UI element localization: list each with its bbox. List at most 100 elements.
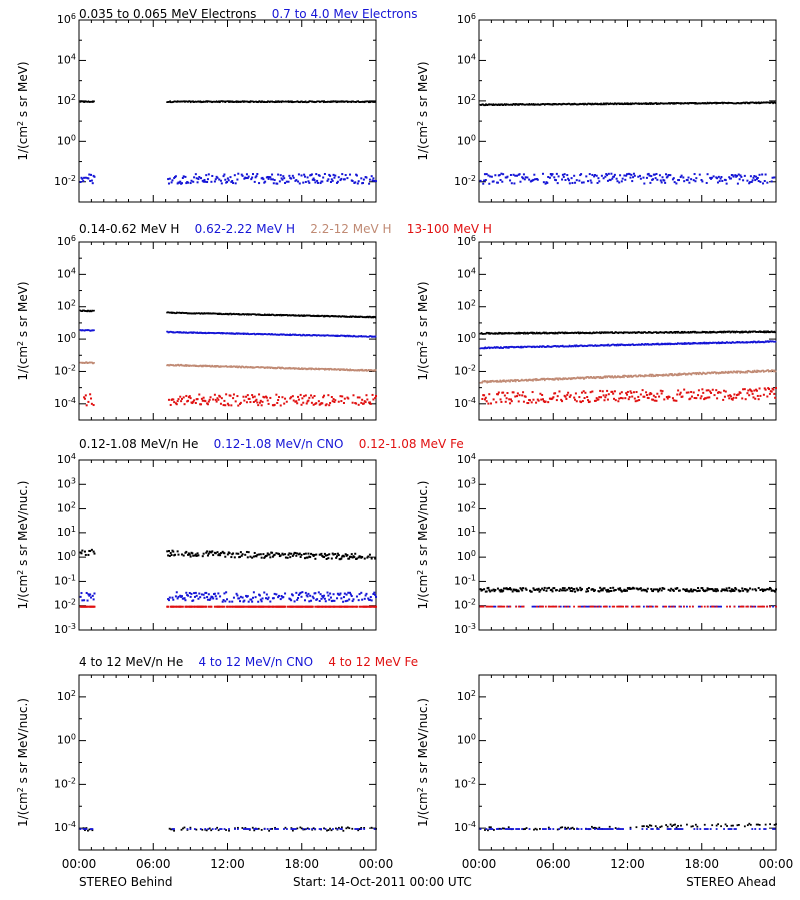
data-point [643,375,646,378]
data-point [279,404,282,407]
data-point [667,374,670,377]
data-point [300,553,303,556]
data-point [190,592,193,595]
data-point [266,399,269,402]
data-point [775,387,778,390]
data-point [722,330,724,333]
data-point [289,333,291,336]
data-point [521,176,524,179]
data-point [518,331,521,334]
data-point [223,173,226,176]
data-point [258,182,261,185]
data-point [240,366,243,369]
data-point [174,553,177,556]
data-point [192,100,194,102]
data-point [647,397,650,400]
data-point [483,179,486,182]
data-point [659,103,661,105]
data-point [686,373,689,376]
data-point [269,176,272,179]
data-point [648,393,651,396]
data-point [211,595,214,598]
data-point [279,598,282,601]
data-point [677,330,680,333]
data-point [582,102,584,105]
data-point [517,103,519,105]
data-point [332,398,335,401]
data-point [330,367,332,370]
data-point [290,552,293,555]
data-point [535,379,537,382]
data-point [514,395,517,398]
data-point [172,550,175,553]
data-point [610,376,612,379]
data-point [225,365,228,367]
data-point [492,103,495,105]
data-point [659,389,662,392]
data-point [494,174,497,177]
data-point [678,393,681,396]
data-point [545,331,547,334]
data-point [488,182,491,185]
data-point [312,597,315,600]
data-point [618,102,620,105]
data-point [298,552,301,555]
data-point [225,393,228,396]
data-point [331,552,334,555]
data-point [367,100,369,103]
data-point [637,395,640,398]
y-tick-label: 106 [457,12,476,27]
data-point [324,554,327,557]
data-point [589,377,591,379]
data-point [295,179,298,182]
data-point [192,180,195,183]
data-point [361,555,364,558]
data-point [277,596,280,599]
data-point [193,176,196,179]
data-point [243,399,246,402]
data-point [582,390,585,393]
data-point [683,180,686,183]
data-point [483,380,485,383]
data-point [502,173,505,176]
data-point [228,552,231,555]
data-point [491,104,494,107]
data-point [202,180,205,183]
data-point [189,100,191,103]
data-point [762,393,765,396]
data-point [772,388,775,391]
data-point [590,181,593,184]
data-point [651,344,653,346]
data-point [660,342,663,345]
data-point [365,368,368,371]
data-point [206,178,209,181]
data-point [745,370,748,373]
data-point [185,365,188,367]
data-point [326,554,329,557]
data-point [368,553,371,556]
data-point [296,552,299,555]
data-point [540,398,543,401]
y-tick-label: 102 [457,92,476,107]
data-point [274,101,277,103]
data-point [600,332,602,335]
data-point [329,401,332,404]
data-point [302,181,305,184]
data-point [645,391,648,394]
data-point [177,398,180,401]
data-point [224,101,227,103]
data-point [588,173,591,176]
data-point [650,375,652,378]
data-point [291,395,294,398]
data-point [230,332,233,334]
data-point [202,396,205,399]
data-point [629,390,632,393]
data-point [711,371,714,374]
data-point [627,374,630,377]
data-point [756,371,759,373]
data-point [571,378,573,380]
data-point [573,345,575,348]
data-point [503,379,505,381]
data-point [613,175,616,178]
